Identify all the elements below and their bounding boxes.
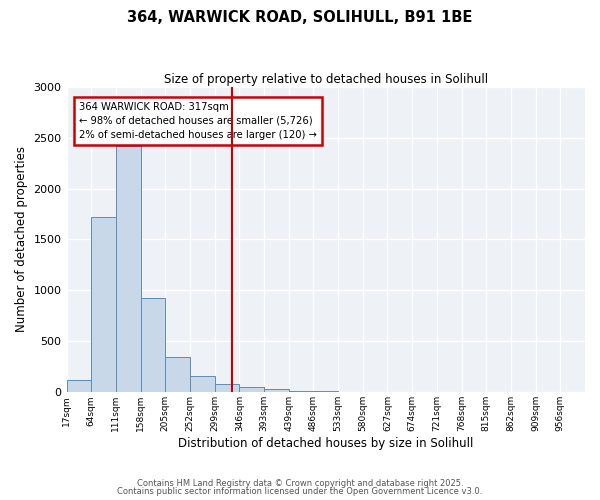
Bar [215,384,239,392]
Bar [190,376,215,392]
Text: 364 WARWICK ROAD: 317sqm
← 98% of detached houses are smaller (5,726)
2% of semi: 364 WARWICK ROAD: 317sqm ← 98% of detach… [79,102,317,140]
Bar [264,389,289,392]
Bar [67,380,91,392]
Text: Contains public sector information licensed under the Open Government Licence v3: Contains public sector information licen… [118,487,482,496]
Text: 364, WARWICK ROAD, SOLIHULL, B91 1BE: 364, WARWICK ROAD, SOLIHULL, B91 1BE [127,10,473,25]
Bar [116,146,140,392]
Bar [289,391,313,392]
Bar [165,356,190,392]
Title: Size of property relative to detached houses in Solihull: Size of property relative to detached ho… [164,72,488,86]
Y-axis label: Number of detached properties: Number of detached properties [15,146,28,332]
Text: Contains HM Land Registry data © Crown copyright and database right 2025.: Contains HM Land Registry data © Crown c… [137,478,463,488]
Bar [140,298,165,392]
Bar [239,386,264,392]
Bar [91,217,116,392]
X-axis label: Distribution of detached houses by size in Solihull: Distribution of detached houses by size … [178,437,473,450]
